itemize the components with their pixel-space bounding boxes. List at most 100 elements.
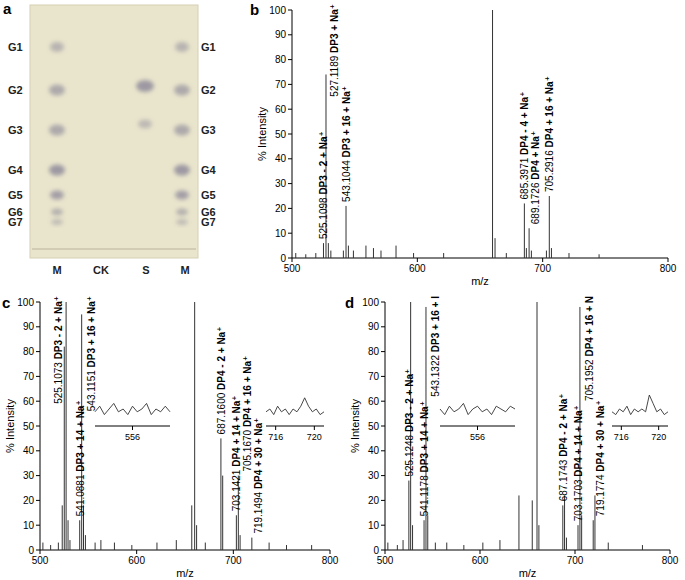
- annotation-mz: 705.1952: [584, 357, 595, 402]
- peak-annotation: 719.1494 DP4 + 30 + Na⁺: [253, 418, 264, 534]
- annotation-mz: 543.1151: [86, 367, 97, 411]
- x-tick: [542, 258, 543, 262]
- y-tick: [36, 302, 40, 303]
- annotation-label: DP4 - 4 + Na⁺: [519, 92, 530, 155]
- y-tick: [381, 525, 385, 526]
- x-tick-label: 600: [472, 555, 489, 566]
- peak: [568, 253, 569, 258]
- band-label: G1: [8, 41, 23, 53]
- annotation-label: DP4 + 16 + N: [584, 296, 595, 357]
- peak: [443, 253, 444, 258]
- peak-annotation: 541.1178 DP3 + 14 + Na⁺: [419, 401, 430, 516]
- annotation-mz: 525.1098: [318, 195, 329, 240]
- peak: [529, 228, 530, 258]
- peak: [323, 243, 324, 258]
- y-tick-label: 80: [23, 346, 35, 357]
- annotation-label: DP4 - 2 + Na⁺: [216, 327, 227, 390]
- y-tick: [36, 450, 40, 451]
- annotation-mz: 705.2916: [544, 148, 555, 193]
- peak: [482, 543, 483, 550]
- y-tick-label: 30: [275, 178, 287, 189]
- annotation-label: DP3 - 2 + Na⁺: [318, 131, 329, 194]
- y-tick: [36, 351, 40, 352]
- x-tick: [330, 550, 331, 554]
- lane-label: CK: [93, 264, 109, 276]
- peak: [518, 495, 519, 550]
- peak: [240, 535, 241, 550]
- peak: [68, 520, 69, 550]
- peak: [365, 246, 366, 258]
- peak: [531, 251, 532, 258]
- y-tick: [36, 326, 40, 327]
- y-tick-label: 90: [368, 321, 380, 332]
- inset-tick-label: 556: [470, 432, 485, 442]
- peak: [194, 302, 195, 550]
- band-label: G3: [8, 124, 23, 136]
- peak: [408, 481, 409, 550]
- spot: [49, 85, 65, 96]
- peak: [380, 251, 381, 258]
- peak-annotation: 543.1151 DP3 + 16 + Na⁺: [86, 296, 97, 411]
- x-tick: [575, 550, 576, 554]
- peak: [403, 540, 404, 550]
- x-tick: [668, 258, 669, 262]
- peak: [413, 253, 414, 258]
- peak-annotation: 689.1726 DP4 + Na⁺: [530, 131, 541, 224]
- x-tick-label: 700: [567, 555, 584, 566]
- inset: 556: [95, 403, 170, 442]
- y-tick: [288, 158, 292, 159]
- annotation-label: DP4 + 16 + Na⁺: [242, 356, 253, 427]
- x-tick-label: 600: [128, 555, 145, 566]
- y-tick-label: 0: [28, 545, 34, 556]
- peak: [286, 545, 287, 550]
- y-tick-label: 100: [269, 5, 286, 16]
- annotation-mz: 685.3971: [519, 155, 530, 200]
- y-tick-label: 70: [275, 79, 287, 90]
- spot: [174, 85, 190, 96]
- y-tick: [288, 84, 292, 85]
- annotation-mz: 525.1073: [53, 359, 64, 404]
- inset-tick: [275, 426, 276, 430]
- y-tick: [36, 475, 40, 476]
- y-tick-label: 20: [368, 495, 380, 506]
- y-tick-label: 80: [275, 54, 287, 65]
- peak: [492, 10, 493, 258]
- y-tick: [288, 34, 292, 35]
- y-tick-label: 40: [23, 445, 35, 456]
- x-tick-label: 700: [534, 263, 551, 274]
- x-tick: [670, 550, 671, 554]
- y-tick: [36, 426, 40, 427]
- x-axis-title: m/z: [176, 567, 194, 579]
- x-tick-label: 500: [377, 555, 394, 566]
- band-label: G1: [201, 41, 216, 53]
- peak: [435, 543, 436, 550]
- peak: [387, 543, 388, 550]
- spot: [176, 219, 188, 225]
- y-tick: [288, 59, 292, 60]
- peak: [295, 253, 296, 258]
- peak-annotation: 525.1248 DP3 - 2 + Na⁺: [404, 369, 415, 477]
- y-tick-label: 0: [280, 253, 286, 264]
- peak: [42, 543, 43, 550]
- spot: [176, 209, 188, 216]
- y-tick: [288, 233, 292, 234]
- y-tick: [381, 475, 385, 476]
- x-tick-label: 500: [284, 263, 301, 274]
- panel-letter: d: [345, 294, 354, 311]
- y-tick-label: 20: [23, 495, 35, 506]
- peak: [564, 495, 565, 550]
- peak: [269, 543, 270, 550]
- inset-tick: [658, 426, 659, 430]
- annotation-mz: 525.1248: [404, 432, 415, 477]
- x-tick-label: 700: [225, 555, 242, 566]
- peak: [537, 302, 538, 550]
- peak: [222, 476, 223, 550]
- band-label: G3: [201, 124, 216, 136]
- origin-line: [32, 248, 196, 249]
- peak-annotation: 543.1322 DP3 + 16 + I: [430, 296, 441, 397]
- annotation-label: DP3 + 16 + I: [430, 296, 441, 352]
- peak: [311, 545, 312, 550]
- peak: [396, 246, 397, 258]
- band-label: G2: [8, 84, 23, 96]
- inset-tick-label: 716: [268, 432, 283, 442]
